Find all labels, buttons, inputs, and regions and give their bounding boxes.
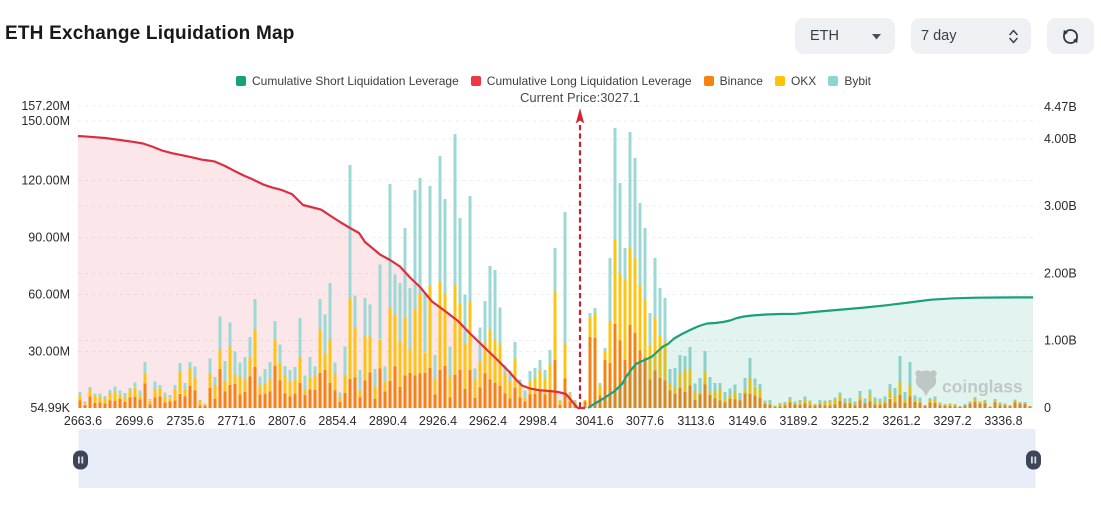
svg-text:2926.4: 2926.4: [419, 414, 457, 428]
svg-text:3261.2: 3261.2: [882, 414, 920, 428]
svg-text:2962.4: 2962.4: [469, 414, 507, 428]
svg-text:120.00M: 120.00M: [21, 174, 70, 188]
svg-text:3297.2: 3297.2: [933, 414, 971, 428]
svg-text:60.00M: 60.00M: [28, 288, 70, 302]
svg-text:coinglass: coinglass: [942, 377, 1023, 397]
svg-text:2699.6: 2699.6: [115, 414, 153, 428]
svg-text:3336.8: 3336.8: [984, 414, 1022, 428]
svg-text:3113.6: 3113.6: [677, 414, 714, 428]
svg-text:150.00M: 150.00M: [21, 114, 70, 128]
svg-text:1.00B: 1.00B: [1044, 334, 1077, 348]
svg-text:3149.6: 3149.6: [728, 414, 766, 428]
svg-text:2.00B: 2.00B: [1044, 267, 1077, 281]
svg-text:54.99K: 54.99K: [30, 401, 70, 415]
svg-text:3077.6: 3077.6: [626, 414, 664, 428]
svg-text:0: 0: [1044, 401, 1051, 415]
svg-text:3189.2: 3189.2: [779, 414, 817, 428]
svg-text:2998.4: 2998.4: [519, 414, 557, 428]
svg-text:2663.6: 2663.6: [64, 414, 102, 428]
svg-text:3225.2: 3225.2: [831, 414, 869, 428]
svg-text:4.00B: 4.00B: [1044, 132, 1077, 146]
svg-text:3.00B: 3.00B: [1044, 199, 1077, 213]
svg-text:2807.6: 2807.6: [268, 414, 306, 428]
svg-text:2890.4: 2890.4: [369, 414, 407, 428]
svg-text:2771.6: 2771.6: [217, 414, 255, 428]
svg-text:2854.4: 2854.4: [318, 414, 356, 428]
svg-text:4.47B: 4.47B: [1044, 100, 1077, 114]
svg-text:3041.6: 3041.6: [575, 414, 613, 428]
svg-text:90.00M: 90.00M: [28, 231, 70, 245]
svg-text:2735.6: 2735.6: [166, 414, 204, 428]
svg-text:157.20M: 157.20M: [21, 99, 70, 113]
svg-text:30.00M: 30.00M: [28, 345, 70, 359]
